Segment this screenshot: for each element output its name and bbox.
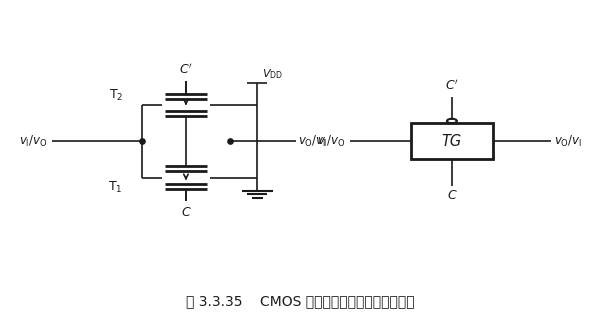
Bar (411, 123, 493, 159)
Text: $C$: $C$ (446, 189, 457, 202)
Text: $v_\mathrm{I}/v_\mathrm{O}$: $v_\mathrm{I}/v_\mathrm{O}$ (317, 134, 346, 149)
Text: $C'$: $C'$ (445, 79, 459, 93)
Text: $v_\mathrm{O}/v_\mathrm{I}$: $v_\mathrm{O}/v_\mathrm{I}$ (554, 134, 583, 149)
Text: $C'$: $C'$ (179, 62, 193, 77)
Text: $\mathrm{T}_2$: $\mathrm{T}_2$ (109, 88, 123, 103)
Text: $C$: $C$ (181, 206, 191, 219)
Text: $\mathrm{T}_1$: $\mathrm{T}_1$ (109, 179, 123, 195)
Text: $V_{\mathrm{DD}}$: $V_{\mathrm{DD}}$ (262, 67, 283, 80)
Text: 图 3.3.35    CMOS 传输门的电路结构和逻辑符号: 图 3.3.35 CMOS 传输门的电路结构和逻辑符号 (185, 294, 415, 308)
Text: $v_\mathrm{I}/v_\mathrm{O}$: $v_\mathrm{I}/v_\mathrm{O}$ (19, 134, 48, 149)
Text: TG: TG (442, 134, 462, 149)
Text: $v_\mathrm{O}/v_\mathrm{I}$: $v_\mathrm{O}/v_\mathrm{I}$ (298, 134, 326, 149)
